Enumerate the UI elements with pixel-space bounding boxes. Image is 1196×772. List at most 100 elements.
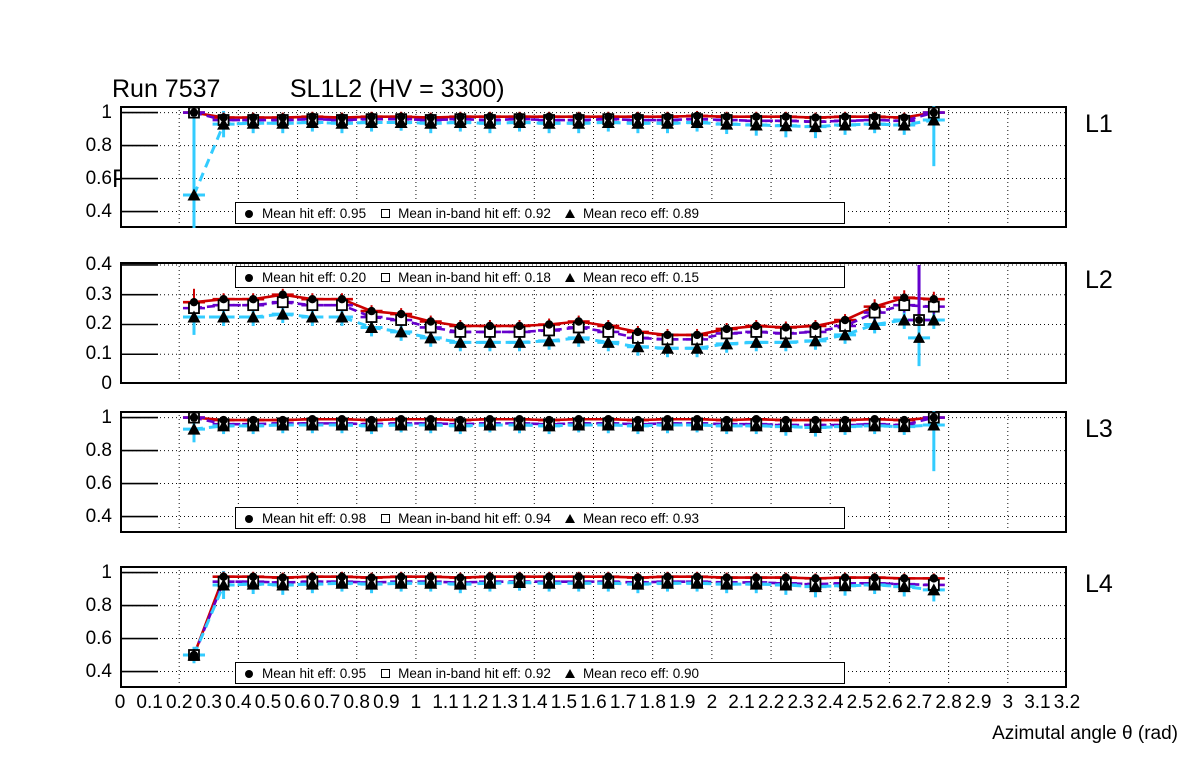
- x-axis-tick-label: 2.5: [846, 692, 874, 713]
- x-axis-tick-label: 3.1: [1024, 692, 1051, 713]
- legend-l1: Mean hit eff: 0.95 Mean in-band hit eff: …: [235, 202, 845, 224]
- legend-entry-hit: Mean hit eff: 0.98: [236, 511, 372, 526]
- x-axis-tick-label: 0.4: [225, 692, 252, 713]
- x-axis-tick-label: 1.3: [491, 692, 518, 713]
- panel-label-l3: L3: [1085, 415, 1113, 443]
- x-axis-tick-label: 0.2: [165, 692, 193, 713]
- x-axis-tick-label: 2.6: [876, 692, 903, 713]
- y-axis-tick-label: 0.3: [85, 283, 112, 305]
- panel-plot-area: [120, 411, 1067, 533]
- y-axis-tick-label: 0.2: [85, 313, 112, 335]
- legend-text-inband: Mean in-band hit eff: 0.94: [398, 510, 551, 526]
- legend-text-reco: Mean reco eff: 0.89: [582, 205, 700, 221]
- y-axis-tick-label: 0: [101, 373, 112, 394]
- y-axis-tick-label: 0.8: [85, 134, 112, 156]
- panel-plot-area: [120, 566, 1067, 688]
- x-axis-tick-label: 2: [706, 692, 718, 713]
- legend-entry-inband: Mean in-band hit eff: 0.18: [372, 270, 557, 285]
- x-axis-tick-label: 1.7: [609, 692, 637, 713]
- legend-entry-reco: Mean reco eff: 0.90: [557, 666, 705, 681]
- y-axis-tick-label: 0.4: [85, 660, 112, 682]
- square-marker-icon: [372, 206, 398, 221]
- tri-marker-icon: [557, 511, 583, 526]
- x-axis-tick-label: 2.1: [728, 692, 755, 713]
- legend-text-reco: Mean reco eff: 0.15: [582, 269, 700, 285]
- circle-marker-icon: [236, 666, 262, 681]
- x-axis-tick-label: 0.6: [284, 692, 311, 713]
- x-axis-tick-label: 0.8: [343, 692, 370, 713]
- x-axis-tick-label: 1.5: [550, 692, 578, 713]
- panel-label-l1: L1: [1085, 110, 1113, 138]
- tri-marker-icon: [557, 666, 583, 681]
- y-axis-tick-label: 0.4: [85, 253, 112, 275]
- x-axis-tick-label: 0: [114, 692, 126, 713]
- y-axis-tick-label: 0.8: [85, 439, 112, 461]
- legend-text-inband: Mean in-band hit eff: 0.92: [398, 205, 551, 221]
- y-axis-tick-label: 0.6: [85, 627, 112, 649]
- y-axis-tick-label: 1: [101, 561, 112, 583]
- x-axis-tick-label: 1.6: [580, 692, 607, 713]
- x-axis-tick-label: 0.9: [373, 692, 400, 713]
- x-axis-tick-label: 3.2: [1053, 692, 1081, 713]
- panel-label-l4: L4: [1085, 570, 1113, 598]
- legend-text-reco: Mean reco eff: 0.93: [582, 510, 700, 526]
- y-axis-tick-label: 0.4: [85, 505, 112, 527]
- legend-text-hit: Mean hit eff: 0.95: [262, 665, 367, 681]
- x-axis-tick-label: 2.4: [817, 692, 844, 713]
- x-axis-tick-label: 2.2: [757, 692, 785, 713]
- panel-l1: [120, 106, 1067, 228]
- x-axis-tick-label: 2.9: [965, 692, 992, 713]
- legend-text-reco: Mean reco eff: 0.90: [582, 665, 700, 681]
- tri-marker-icon: [557, 270, 583, 285]
- x-axis-title: Azimutal angle θ (rad): [992, 723, 1178, 744]
- title-line-1: Run 7537 SL1L2 (HV = 3300): [112, 75, 505, 103]
- legend-entry-reco: Mean reco eff: 0.89: [557, 206, 705, 221]
- legend-text-hit: Mean hit eff: 0.95: [262, 205, 367, 221]
- y-axis-tick-label: 0.8: [85, 594, 112, 616]
- panel-label-l2: L2: [1085, 266, 1113, 294]
- legend-entry-reco: Mean reco eff: 0.93: [557, 511, 705, 526]
- x-axis-tick-label: 2.3: [787, 692, 814, 713]
- y-axis-tick-label: 0.6: [85, 167, 112, 189]
- legend-entry-inband: Mean in-band hit eff: 0.92: [372, 206, 557, 221]
- y-axis-tick-label: 0.4: [85, 200, 112, 222]
- legend-text-inband: Mean in-band hit eff: 0.92: [398, 665, 551, 681]
- x-axis-tick-label: 0.5: [254, 692, 282, 713]
- x-axis-tick-label: 0.7: [313, 692, 341, 713]
- legend-l3: Mean hit eff: 0.98 Mean in-band hit eff: …: [235, 507, 845, 529]
- x-axis-tick-label: 3: [1002, 692, 1014, 713]
- tri-marker-icon: [557, 206, 583, 221]
- circle-marker-icon: [236, 270, 262, 285]
- y-axis-tick-label: 1: [101, 101, 112, 123]
- legend-entry-hit: Mean hit eff: 0.20: [236, 270, 372, 285]
- legend-entry-inband: Mean in-band hit eff: 0.94: [372, 511, 557, 526]
- y-axis-tick-label: 0.1: [85, 343, 112, 365]
- x-axis-tick-label: 1.4: [521, 692, 548, 713]
- square-marker-icon: [372, 666, 398, 681]
- x-axis-tick-label: 1.2: [461, 692, 489, 713]
- legend-entry-hit: Mean hit eff: 0.95: [236, 666, 372, 681]
- x-axis-tick-label: 0.3: [195, 692, 222, 713]
- legend-l4: Mean hit eff: 0.95 Mean in-band hit eff: …: [235, 662, 845, 684]
- legend-text-hit: Mean hit eff: 0.98: [262, 510, 367, 526]
- legend-entry-reco: Mean reco eff: 0.15: [557, 270, 705, 285]
- legend-l2: Mean hit eff: 0.20 Mean in-band hit eff: …: [235, 266, 845, 288]
- legend-entry-hit: Mean hit eff: 0.95: [236, 206, 372, 221]
- legend-text-hit: Mean hit eff: 0.20: [262, 269, 367, 285]
- y-axis-tick-label: 1: [101, 406, 112, 428]
- y-axis-tick-label: 0.6: [85, 472, 112, 494]
- legend-entry-inband: Mean in-band hit eff: 0.92: [372, 666, 557, 681]
- x-axis-tick-label: 1.8: [639, 692, 666, 713]
- legend-text-inband: Mean in-band hit eff: 0.18: [398, 269, 551, 285]
- square-marker-icon: [372, 511, 398, 526]
- x-axis-tick-label: 2.8: [935, 692, 962, 713]
- x-axis-tick-label: 1.1: [432, 692, 459, 713]
- x-axis-tick-label: 1.9: [669, 692, 696, 713]
- x-axis-tick-label: 1: [410, 692, 422, 713]
- circle-marker-icon: [236, 511, 262, 526]
- circle-marker-icon: [236, 206, 262, 221]
- x-axis-tick-label: 2.7: [905, 692, 933, 713]
- x-axis-tick-label: 0.1: [136, 692, 163, 713]
- panel-plot-area: [120, 106, 1067, 228]
